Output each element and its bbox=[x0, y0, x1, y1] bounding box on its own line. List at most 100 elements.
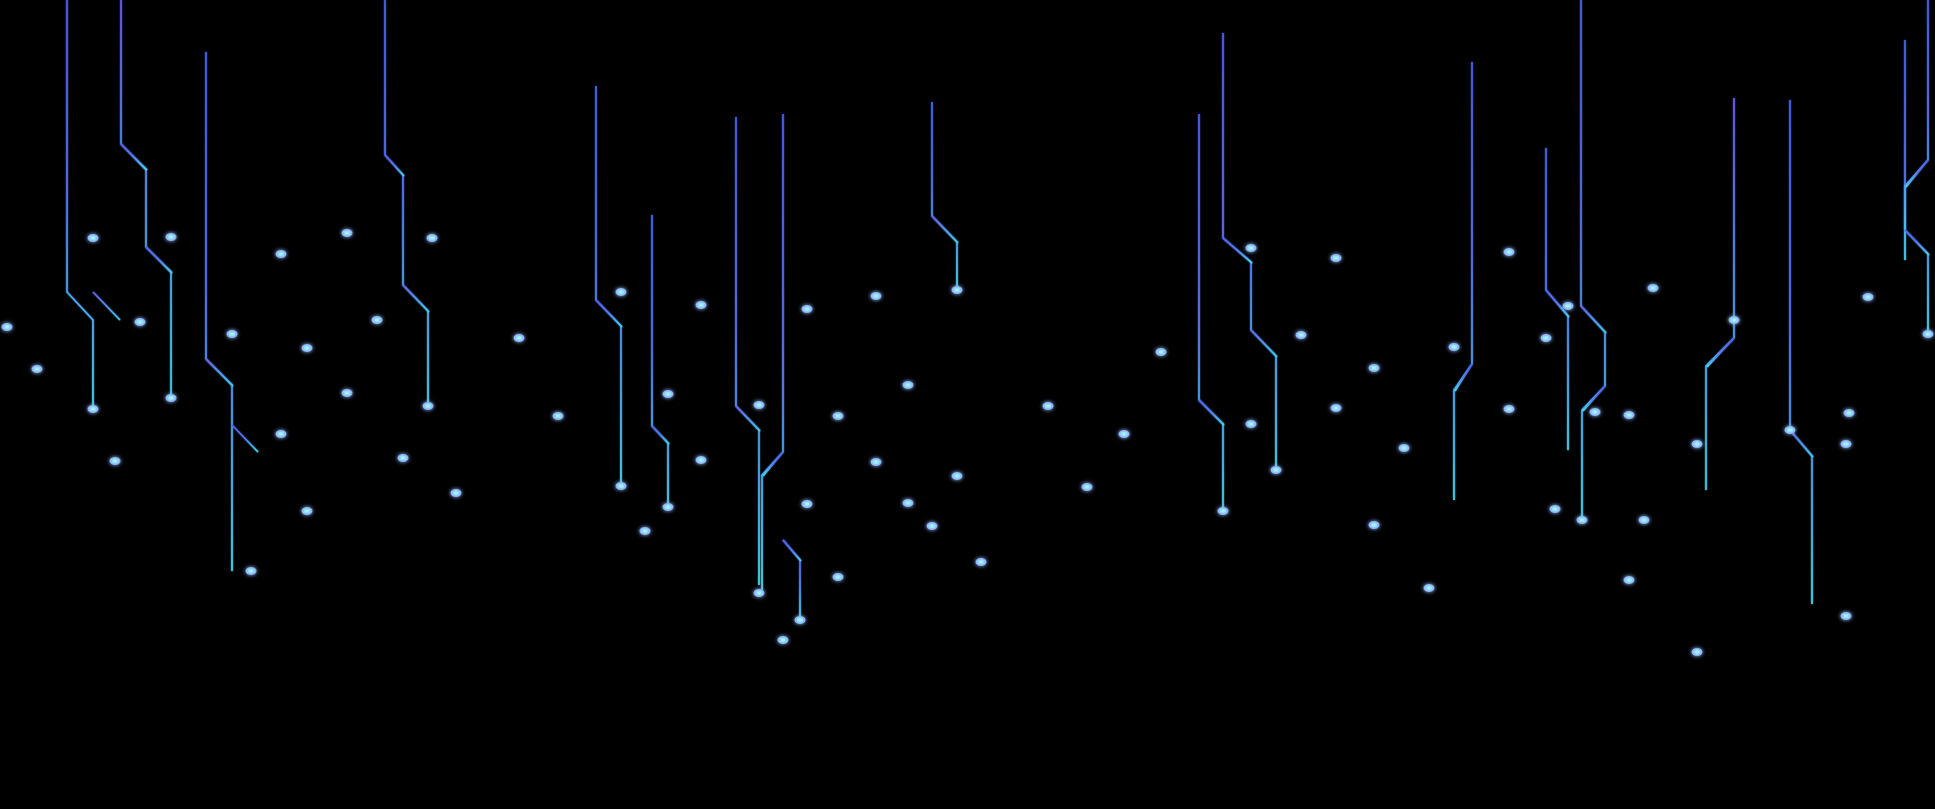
circuit-node-dot bbox=[397, 454, 409, 462]
circuit-node-dot bbox=[1843, 409, 1855, 417]
circuit-node-dot bbox=[1784, 426, 1796, 434]
circuit-node-dot bbox=[1245, 244, 1257, 252]
circuit-node-dot bbox=[87, 405, 99, 413]
circuit-node-dot bbox=[1245, 420, 1257, 428]
circuit-node-dot bbox=[1042, 402, 1054, 410]
circuit-node-dot bbox=[695, 456, 707, 464]
circuit-trace-diagonal bbox=[1250, 329, 1278, 358]
circuit-node-dot bbox=[1270, 466, 1282, 474]
circuit-trace-diagonal bbox=[1454, 363, 1473, 392]
circuit-node-dot bbox=[777, 636, 789, 644]
circuit-node-dot bbox=[1691, 440, 1703, 448]
circuit-node-dot bbox=[1, 323, 13, 331]
circuit-trace-diagonal bbox=[231, 424, 259, 453]
circuit-node-dot bbox=[1398, 444, 1410, 452]
circuit-trace-line bbox=[120, 0, 172, 398]
circuit-node-dot bbox=[1330, 254, 1342, 262]
circuit-node-dot bbox=[1368, 521, 1380, 529]
circuit-node-dot bbox=[832, 412, 844, 420]
circuit-node-dot bbox=[245, 567, 257, 575]
circuit-node-dot bbox=[1217, 507, 1229, 515]
circuit-trace-diagonal bbox=[402, 284, 430, 313]
circuit-node-dot bbox=[1623, 411, 1635, 419]
circuit-node-dot bbox=[109, 457, 121, 465]
circuit-trace-diagonal bbox=[92, 291, 121, 321]
circuit-node-dot bbox=[951, 286, 963, 294]
circuit-node-dot bbox=[1503, 248, 1515, 256]
circuit-trace-diagonal bbox=[782, 539, 802, 562]
circuit-trace-diagonal bbox=[1582, 385, 1606, 412]
circuit-trace-line bbox=[1222, 33, 1277, 470]
circuit-node-dot bbox=[902, 381, 914, 389]
circuit-node-dot bbox=[926, 522, 938, 530]
circuit-trace-diagonal bbox=[1905, 159, 1929, 188]
circuit-node-dot bbox=[1081, 483, 1093, 491]
circuit-node-dot bbox=[165, 233, 177, 241]
circuit-node-dot bbox=[1448, 343, 1460, 351]
circuit-node-dot bbox=[552, 412, 564, 420]
circuit-node-dot bbox=[1295, 331, 1307, 339]
circuit-node-dot bbox=[226, 330, 238, 338]
circuit-node-dot bbox=[662, 503, 674, 511]
circuit-trace-diagonal bbox=[1580, 305, 1607, 334]
circuit-trace-diagonal bbox=[651, 425, 670, 445]
circuit-node-dot bbox=[1562, 302, 1574, 310]
circuit-node-dot bbox=[1647, 284, 1659, 292]
circuit-node-dot bbox=[1862, 293, 1874, 301]
circuit-trace-line bbox=[1580, 0, 1606, 520]
circuit-node-dot bbox=[1922, 330, 1934, 338]
circuit-node-dot bbox=[1691, 648, 1703, 656]
circuit-node-dot bbox=[422, 402, 434, 410]
circuit-node-dot bbox=[275, 250, 287, 258]
circuit-node-dot bbox=[1540, 334, 1552, 342]
circuit-trace-diagonal bbox=[1198, 399, 1225, 426]
circuit-node-dot bbox=[1118, 430, 1130, 438]
circuit-trace-diagonal bbox=[1904, 229, 1930, 256]
diagonals-layer bbox=[92, 143, 1930, 562]
circuit-node-dot bbox=[341, 229, 353, 237]
circuit-trace-diagonal bbox=[205, 358, 234, 387]
circuit-trace-diagonal bbox=[120, 143, 148, 171]
circuit-node-dot bbox=[275, 430, 287, 438]
circuit-trace-diagonal bbox=[1789, 429, 1814, 458]
circuit-node-dot bbox=[1576, 516, 1588, 524]
circuit-node-dot bbox=[426, 234, 438, 242]
circuit-node-dot bbox=[301, 344, 313, 352]
circuit-node-dot bbox=[951, 472, 963, 480]
circuit-trace-diagonal bbox=[384, 154, 405, 177]
circuit-node-dot bbox=[1330, 404, 1342, 412]
circuit-node-dot bbox=[870, 292, 882, 300]
circuit-node-dot bbox=[1623, 576, 1635, 584]
circuit-node-dot bbox=[31, 365, 43, 373]
circuit-trace-diagonal bbox=[1706, 337, 1735, 368]
circuit-trace-line bbox=[384, 0, 429, 406]
circuit-node-dot bbox=[832, 573, 844, 581]
circuit-node-dot bbox=[513, 334, 525, 342]
circuit-node-dot bbox=[1549, 505, 1561, 513]
circuit-trace-line bbox=[66, 0, 94, 409]
circuit-node-dot bbox=[301, 507, 313, 515]
circuit-node-dot bbox=[134, 318, 146, 326]
circuit-node-dot bbox=[1368, 364, 1380, 372]
circuit-node-dot bbox=[87, 234, 99, 242]
circuit-node-dot bbox=[371, 316, 383, 324]
circuit-node-dot bbox=[975, 558, 987, 566]
circuit-node-dot bbox=[801, 500, 813, 508]
circuit-node-dot bbox=[870, 458, 882, 466]
circuit-node-dot bbox=[753, 401, 765, 409]
circuit-node-dot bbox=[1423, 584, 1435, 592]
circuit-node-dot bbox=[902, 499, 914, 507]
circuit-node-dot bbox=[615, 288, 627, 296]
circuit-trace-diagonal bbox=[735, 405, 761, 432]
circuit-trace-diagonal bbox=[145, 246, 173, 274]
circuit-node-dot bbox=[1638, 516, 1650, 524]
circuit-node-dot bbox=[1728, 316, 1740, 324]
circuit-node-dot bbox=[1155, 348, 1167, 356]
circuit-node-dot bbox=[794, 616, 806, 624]
circuit-node-dot bbox=[662, 390, 674, 398]
circuit-node-dot bbox=[1589, 408, 1601, 416]
circuit-node-dot bbox=[695, 301, 707, 309]
circuit-node-dot bbox=[450, 489, 462, 497]
